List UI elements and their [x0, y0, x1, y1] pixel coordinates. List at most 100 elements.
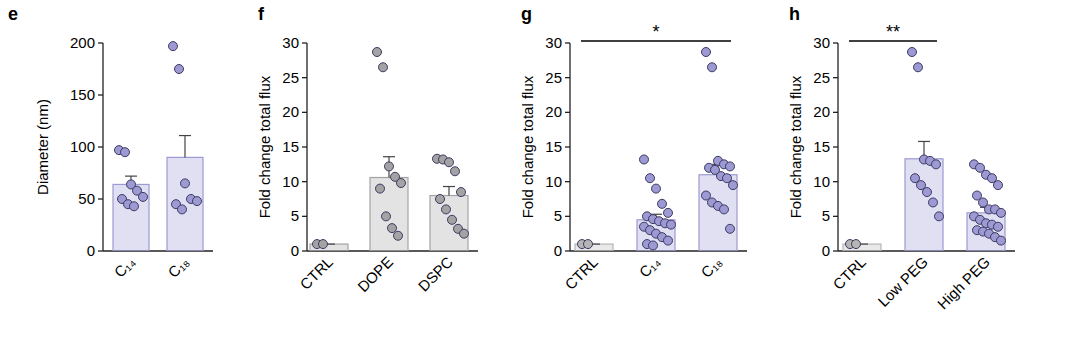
- bar: [167, 157, 203, 251]
- panel: hFold change total flux051015202530CTRLL…: [787, 4, 1015, 312]
- point: [667, 220, 676, 229]
- y-tick-label: 150: [70, 86, 95, 103]
- y-tick-label: 5: [554, 207, 562, 224]
- y-tick-label: 50: [78, 190, 95, 207]
- point: [394, 231, 403, 240]
- y-tick-label: 25: [282, 69, 299, 86]
- y-tick-label: 30: [282, 34, 299, 51]
- y-tick-label: 200: [70, 34, 95, 51]
- point: [442, 205, 451, 214]
- y-tick: [98, 146, 103, 147]
- y-tick: [565, 112, 570, 113]
- panel: e Diameter (nm) 0 50 100 150 200 C₁₄ C₁₈: [8, 4, 213, 281]
- y-tick: [833, 112, 838, 113]
- point: [382, 212, 391, 221]
- x-tick-label: High PEG: [934, 253, 993, 312]
- y-tick: [833, 42, 838, 43]
- y-tick: [302, 181, 307, 182]
- point: [319, 240, 328, 249]
- point: [139, 192, 148, 201]
- error-cap: [179, 135, 191, 136]
- x-tick-label: C₁₄: [111, 253, 139, 281]
- y-tick-label: 25: [813, 69, 830, 86]
- point: [397, 179, 406, 188]
- y-tick-label: 5: [822, 207, 830, 224]
- point: [994, 222, 1003, 231]
- point: [720, 205, 729, 214]
- y-tick-label: 15: [545, 138, 562, 155]
- point: [914, 63, 923, 72]
- y-tick: [302, 146, 307, 147]
- y-tick-label: 0: [291, 242, 299, 259]
- error-stem: [184, 136, 185, 158]
- error-bar: [443, 187, 455, 196]
- point: [193, 197, 202, 206]
- bar: [905, 159, 943, 251]
- y-tick-label: 100: [70, 138, 95, 155]
- x-tick-label: Low PEG: [874, 253, 931, 310]
- y-tick: [565, 216, 570, 217]
- point: [997, 208, 1006, 217]
- y-tick-label: 20: [813, 103, 830, 120]
- y-tick: [565, 42, 570, 43]
- x-tick-label: CTRL: [561, 253, 601, 293]
- bar: [370, 178, 408, 251]
- y-axis-label: Fold change total flux: [519, 75, 536, 218]
- error-bar: [179, 136, 191, 158]
- point: [181, 179, 190, 188]
- figure: eDiameter (nm)050100150200C₁₄C₁₈fFold ch…: [0, 0, 1080, 346]
- point: [932, 160, 941, 169]
- y-tick-label: 20: [282, 103, 299, 120]
- y-tick: [565, 146, 570, 147]
- point: [379, 63, 388, 72]
- y-tick-label: 5: [291, 207, 299, 224]
- x-tick-label: CTRL: [829, 253, 869, 293]
- x-tick-label: C₁₈: [697, 253, 725, 281]
- point: [652, 184, 661, 193]
- point: [373, 48, 382, 57]
- x-tick-label: CTRL: [296, 253, 336, 293]
- y-tick-label: 10: [282, 173, 299, 190]
- y-tick: [833, 146, 838, 147]
- y-tick: [98, 250, 103, 251]
- point: [640, 155, 649, 164]
- point: [664, 208, 673, 217]
- x-tick-label: C₁₈: [164, 253, 192, 281]
- y-tick: [302, 216, 307, 217]
- y-tick-label: 0: [87, 242, 95, 259]
- y-tick-label: 30: [813, 34, 830, 51]
- panel-label: g: [521, 4, 532, 24]
- point: [388, 224, 397, 233]
- y-tick: [565, 250, 570, 251]
- point: [935, 212, 944, 221]
- y-axis-label: Fold change total flux: [256, 75, 273, 218]
- x-tick-label: DOPE: [354, 253, 396, 295]
- panel-label: h: [789, 4, 800, 24]
- point: [121, 148, 130, 157]
- y-tick: [302, 42, 307, 43]
- point: [929, 198, 938, 207]
- bar: [699, 175, 737, 251]
- panel-label: e: [8, 4, 18, 24]
- point: [726, 224, 735, 233]
- error-cap: [383, 156, 395, 157]
- y-tick: [833, 250, 838, 251]
- panel: fFold change total flux051015202530CTRLD…: [256, 4, 478, 295]
- point: [658, 199, 667, 208]
- point: [457, 188, 466, 197]
- y-axis-label: Fold change total flux: [787, 75, 804, 218]
- y-tick-label: 15: [282, 138, 299, 155]
- y-tick: [302, 77, 307, 78]
- point: [908, 48, 917, 57]
- y-axis-label: Diameter (nm): [34, 99, 51, 195]
- point: [448, 215, 457, 224]
- panel: gFold change total flux051015202530CTRLC…: [519, 4, 747, 293]
- y-tick: [98, 94, 103, 95]
- x-tick-label: C₁₄: [636, 253, 664, 281]
- point: [445, 158, 454, 167]
- point: [460, 229, 469, 238]
- error-cap: [125, 176, 137, 177]
- y-tick-label: 0: [822, 242, 830, 259]
- y-tick: [302, 112, 307, 113]
- point: [436, 195, 445, 204]
